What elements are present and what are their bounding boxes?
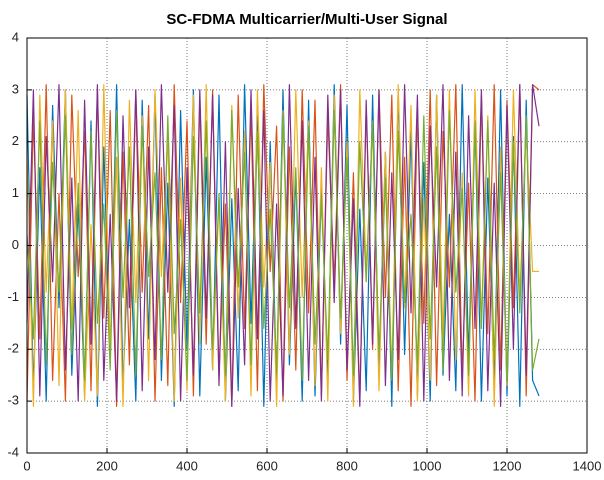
x-tick-label: 0: [23, 458, 30, 473]
x-tick-label: 1000: [413, 458, 442, 473]
y-tick-label: -2: [7, 341, 19, 356]
y-tick-label: 3: [12, 81, 19, 96]
y-tick-label: 1: [12, 185, 19, 200]
y-tick-label: 4: [12, 29, 19, 44]
x-tick-label: 1400: [573, 458, 602, 473]
x-tick-label: 1200: [493, 458, 522, 473]
chart-title: SC-FDMA Multicarrier/Multi-User Signal: [166, 11, 447, 28]
y-tick-label: -4: [7, 444, 19, 459]
signal-line: [26, 110, 540, 381]
y-tick-label: -1: [7, 289, 19, 304]
x-tick-label: 800: [336, 458, 358, 473]
y-tick-label: 2: [12, 133, 19, 148]
x-tick-label: 200: [96, 458, 118, 473]
x-tick-label: 400: [176, 458, 198, 473]
x-tick-label: 600: [256, 458, 278, 473]
axes: 0 200 400 600 800 1000 1200 1400 -4 -3 -2 -1 0 1 2 3 4: [7, 29, 601, 473]
y-tick-label: 0: [12, 237, 19, 252]
y-tick-label: -3: [7, 393, 19, 408]
plot-lines: [26, 84, 540, 407]
signal-line: [26, 84, 540, 407]
